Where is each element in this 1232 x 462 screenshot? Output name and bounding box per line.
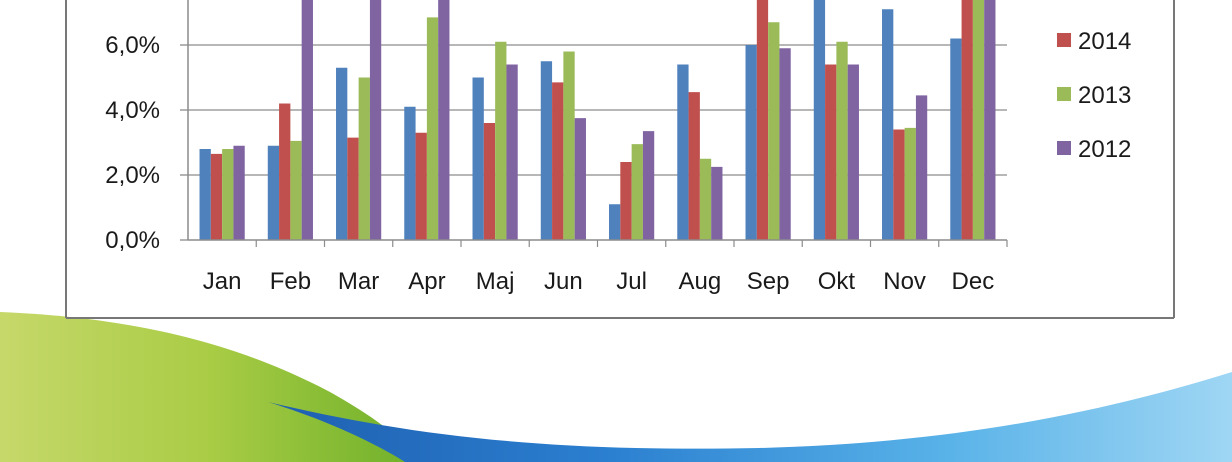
bar-feb-series-0 (267, 145, 280, 240)
bar-jun-series-1 (552, 82, 564, 241)
x-tick-label-nov: Nov (883, 268, 926, 295)
x-tick-label-feb: Feb (270, 268, 311, 295)
green-swoosh (0, 312, 420, 462)
bar-feb-series-1 (279, 103, 291, 240)
bar-sep-series-3 (779, 48, 791, 240)
y-tick-label: 2,0% (105, 162, 160, 189)
x-tick-labels: Jan Feb Mar Apr Maj Jun Jul Aug Sep Okt Nov Dec (203, 268, 994, 295)
bar-mar-series-0 (336, 67, 348, 240)
bar-apr-series-3 (438, 0, 450, 240)
legend-label-2013: 2013 (1078, 82, 1131, 109)
bar-jan-series-0 (199, 149, 211, 240)
bar-apr-series-1 (415, 132, 427, 240)
bar-maj-series-2 (495, 41, 507, 240)
legend: 2014 2013 2012 (1057, 28, 1131, 163)
bar-jun-series-0 (540, 61, 553, 240)
bar-maj-series-1 (483, 123, 496, 240)
x-tick-label-apr: Apr (408, 268, 445, 295)
bar-aug-series-1 (688, 92, 700, 241)
x-tick-label-jun: Jun (544, 268, 583, 295)
legend-swatch-2012 (1057, 141, 1071, 155)
x-tick-label-mar: Mar (338, 268, 379, 295)
y-tick-labels: 0,0% 2,0% 4,0% 6,0% (105, 32, 160, 254)
bar-mar-series-1 (347, 137, 359, 241)
bar-aug-series-0 (677, 64, 689, 240)
bar-jul-series-2 (631, 144, 643, 241)
legend-label-2014: 2014 (1078, 28, 1131, 55)
gridlines (188, 44, 1007, 176)
bar-jul-series-3 (642, 131, 655, 241)
legend-label-2012: 2012 (1078, 136, 1131, 163)
y-tick-label: 6,0% (105, 32, 160, 59)
bar-sep-series-2 (768, 22, 780, 240)
legend-swatch-2014 (1057, 33, 1071, 47)
x-tick-label-okt: Okt (818, 268, 856, 295)
bar-sep-series-1 (756, 0, 769, 240)
bar-jan-series-3 (233, 145, 245, 240)
bar-feb-series-2 (290, 140, 302, 241)
bar-okt-series-0 (813, 0, 826, 240)
x-tick-label-dec: Dec (952, 268, 995, 295)
bar-jan-series-2 (222, 149, 234, 240)
bar-mar-series-3 (369, 0, 382, 240)
bar-dec-series-3 (984, 0, 996, 240)
bar-okt-series-2 (836, 41, 848, 240)
bar-nov-series-1 (893, 129, 905, 240)
x-tick-label-jan: Jan (203, 268, 242, 295)
chart-frame (65, 0, 1175, 319)
decorative-background (0, 312, 1232, 462)
bar-okt-series-1 (825, 64, 837, 240)
bar-apr-series-0 (404, 106, 416, 240)
bar-sep-series-0 (745, 45, 757, 240)
x-tick-label-sep: Sep (747, 268, 790, 295)
bar-maj-series-0 (472, 77, 484, 240)
bar-aug-series-2 (699, 158, 712, 240)
bar-aug-series-3 (711, 166, 723, 241)
bars-group (199, 0, 996, 241)
bar-nov-series-0 (882, 9, 894, 240)
bar-feb-series-3 (301, 0, 313, 240)
bar-nov-series-3 (915, 95, 928, 241)
x-tick-label-aug: Aug (679, 268, 722, 295)
bar-maj-series-3 (506, 64, 518, 240)
bar-jul-series-0 (609, 204, 621, 240)
bar-nov-series-2 (904, 127, 916, 241)
axes-group (180, 0, 1008, 247)
legend-swatch-2013 (1057, 87, 1071, 101)
bar-dec-series-0 (950, 38, 962, 240)
bar-dec-series-2 (972, 0, 985, 240)
bar-jun-series-2 (563, 51, 575, 240)
bar-apr-series-2 (426, 17, 439, 241)
bar-mar-series-2 (358, 77, 370, 240)
y-tick-label: 0,0% (105, 227, 160, 254)
blue-swoosh (268, 372, 1232, 462)
y-tick-label: 4,0% (105, 97, 160, 124)
bar-jun-series-3 (574, 118, 586, 241)
bar-jan-series-1 (210, 153, 223, 241)
x-tick-label-jul: Jul (616, 268, 647, 295)
bar-okt-series-3 (847, 64, 859, 240)
x-tick-label-maj: Maj (476, 268, 515, 295)
bar-jul-series-1 (620, 162, 632, 240)
bar-dec-series-1 (961, 0, 973, 240)
